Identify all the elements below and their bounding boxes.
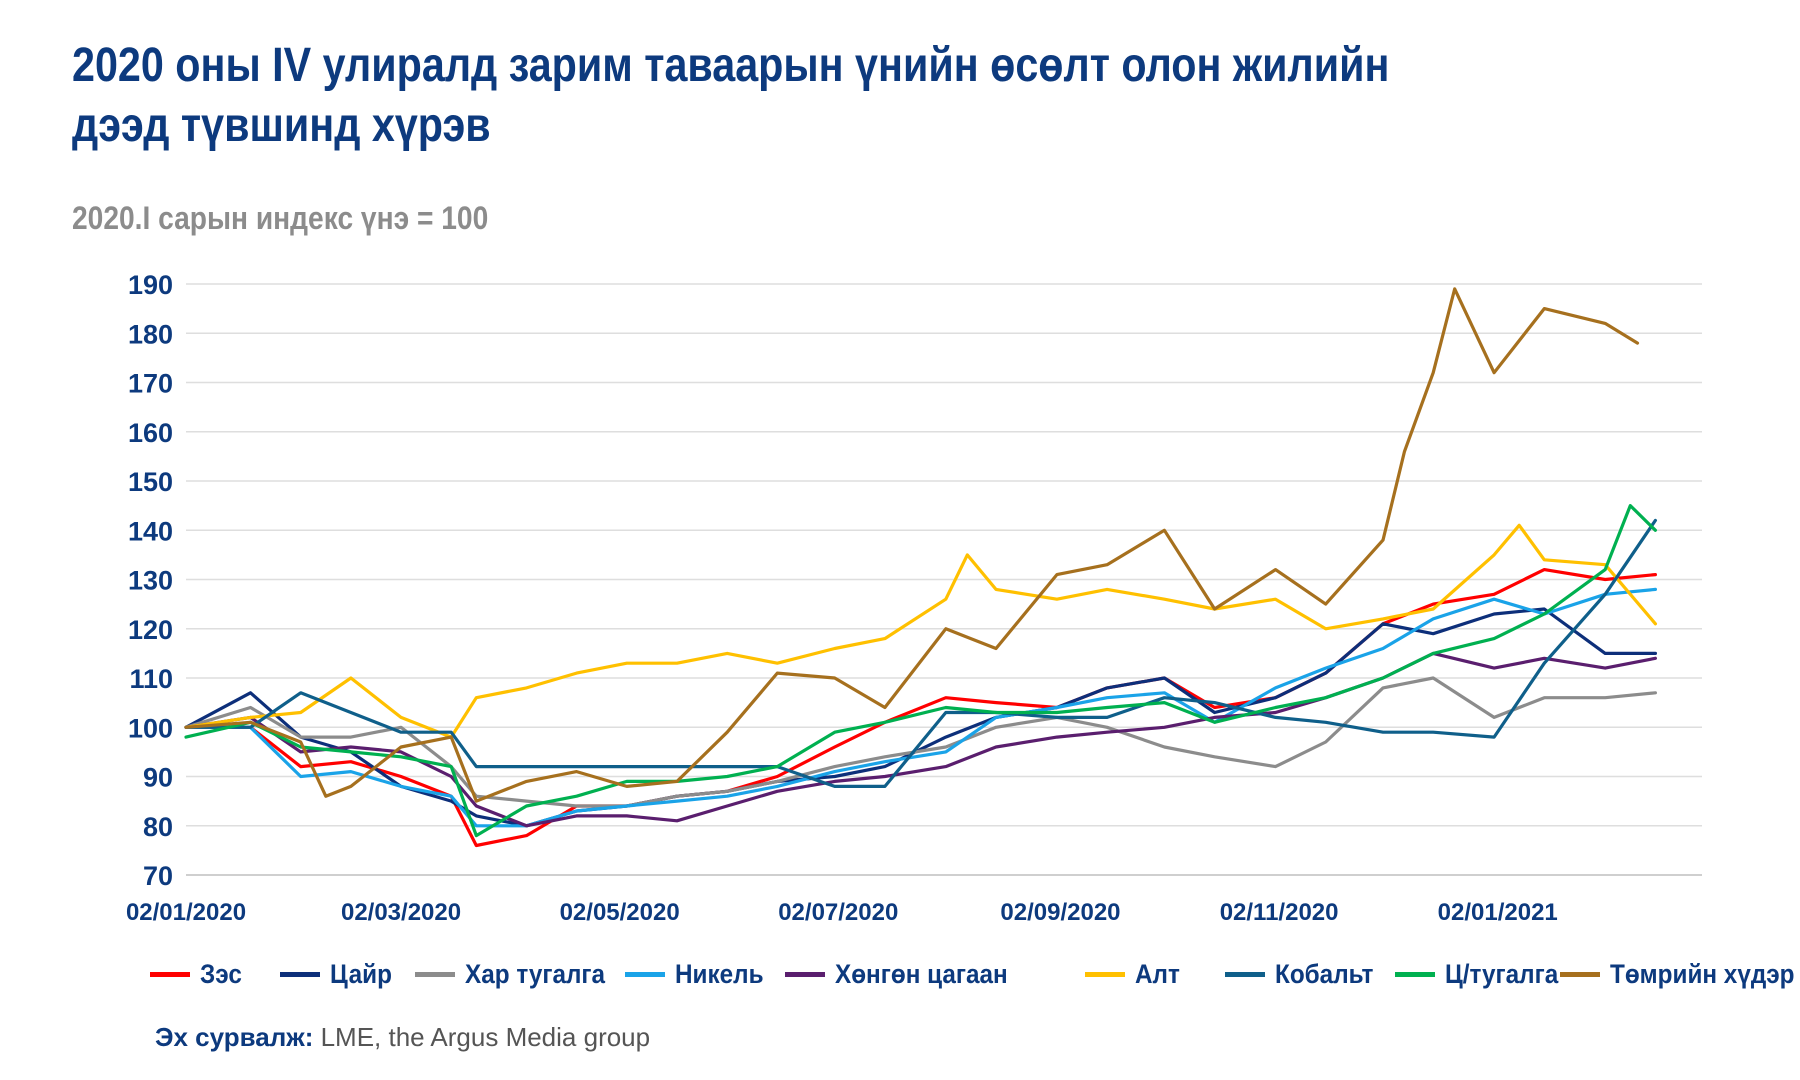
x-tick-label: 02/05/2020 (560, 899, 680, 926)
chart-title: 2020 оны IV улиралд зарим таваарын үнийн… (72, 36, 1448, 156)
x-tick-label: 02/03/2020 (341, 899, 461, 926)
series-line-3 (184, 676, 1658, 808)
x-tick-label: 02/11/2020 (1220, 899, 1339, 926)
legend-label: Ц/тугалга (1445, 958, 1559, 989)
legend-item: Никель (625, 952, 773, 996)
y-tick-label: 130 (128, 566, 173, 596)
legend-swatch (625, 971, 665, 977)
legend-item: Төмрийн хүдэр (1560, 952, 1800, 996)
y-tick-label: 70 (143, 861, 173, 891)
series-line-2 (184, 607, 1658, 828)
legend-label: Цайр (330, 958, 392, 989)
chart-title-line-1: 2020 оны IV улиралд зарим таваарын үнийн… (72, 39, 1390, 92)
series-lines (184, 287, 1658, 848)
y-tick-label: 180 (128, 319, 173, 349)
legend-label: Хар тугалга (465, 958, 606, 989)
series-line-7 (184, 518, 1658, 789)
legend-label: Никель (675, 958, 764, 989)
y-tick-label: 80 (143, 812, 173, 842)
legend-item: Ц/тугалга (1395, 952, 1571, 996)
legend-item: Кобальт (1225, 952, 1384, 996)
x-tick-label: 02/07/2020 (778, 899, 898, 926)
y-tick-label: 160 (128, 418, 173, 448)
y-tick-label: 140 (128, 516, 173, 546)
chart-title-line-2: дээд түвшинд хүрэв (72, 99, 491, 152)
series-line-1 (184, 567, 1658, 848)
y-tick-label: 110 (129, 664, 173, 694)
legend-swatch (785, 971, 825, 977)
x-tick-label: 02/01/2020 (126, 899, 246, 926)
legend-swatch (1225, 971, 1265, 977)
gridlines (186, 283, 1702, 876)
x-tick-label: 02/01/2021 (1438, 899, 1558, 926)
legend-item: Цайр (280, 952, 399, 996)
y-tick-label: 90 (143, 763, 173, 793)
x-axis-ticks: 02/01/2020 02/03/2020 02/05/2020 02/07/2020… (126, 899, 1558, 926)
series-line-6 (184, 523, 1658, 739)
y-tick-label: 150 (128, 467, 173, 497)
legend-item: Хар тугалга (415, 952, 621, 996)
legend-label: Зэс (200, 958, 242, 989)
legend-item: Алт (1085, 952, 1185, 996)
chart-subtitle: 2020.I сарын индекс үнэ = 100 (72, 200, 489, 236)
series-line-9 (184, 287, 1640, 803)
legend-label: Хөнгөн цагаан (835, 958, 1008, 989)
y-tick-label: 170 (128, 369, 173, 399)
legend-item: Зэс (150, 952, 247, 996)
legend-swatch (150, 971, 190, 977)
legend-item: Хөнгөн цагаан (785, 952, 1027, 996)
source-label: Эх сурвалж: (155, 1022, 314, 1052)
legend-label: Төмрийн хүдэр (1610, 958, 1795, 989)
series-line-4 (184, 587, 1658, 828)
legend-swatch (1395, 971, 1435, 977)
series-line-8 (184, 504, 1658, 838)
source-text: LME, the Argus Media group (313, 1022, 651, 1052)
source-note: Эх сурвалж: LME, the Argus Media group (155, 1022, 650, 1053)
y-tick-label: 100 (128, 713, 173, 743)
legend-swatch (280, 971, 320, 977)
legend-label: Кобальт (1275, 958, 1374, 989)
legend-swatch (1085, 971, 1125, 977)
y-tick-label: 120 (128, 615, 173, 645)
legend-swatch (415, 971, 455, 977)
legend-swatch (1560, 971, 1600, 977)
legend-label: Алт (1135, 958, 1180, 989)
y-tick-label: 190 (128, 270, 173, 300)
x-tick-label: 02/09/2020 (1000, 899, 1120, 926)
y-axis-ticks: 70 80 90 100 110 120 130 140 150 160 170 180 190 (128, 270, 173, 891)
chart-legend: Зэс Цайр Хар тугалга Никель Хөнгөн цагаан Алт… (150, 952, 1795, 996)
